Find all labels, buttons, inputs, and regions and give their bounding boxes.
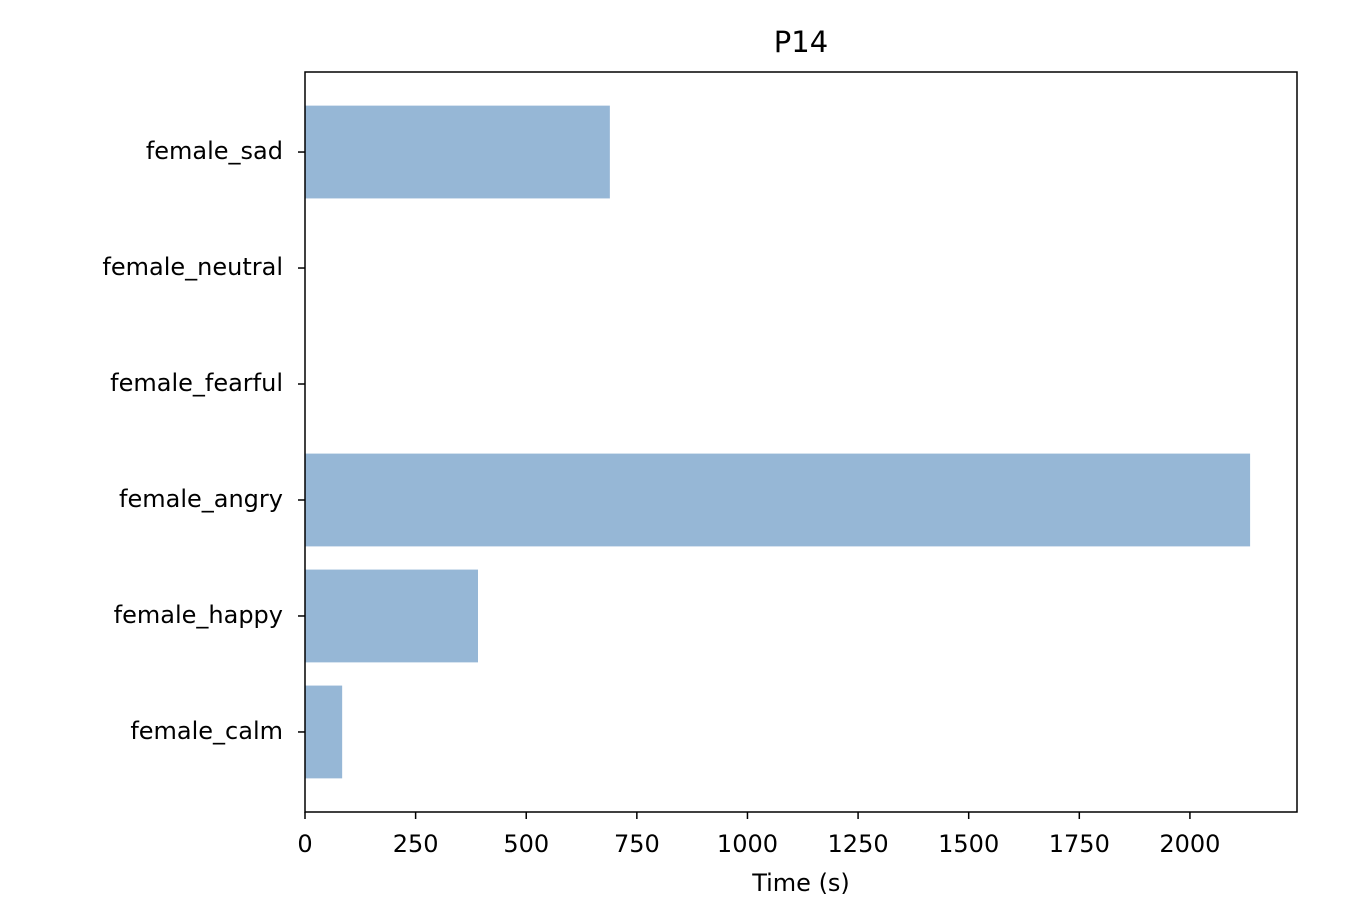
plot-frame [304, 71, 1298, 813]
x-tick-label: 1000 [717, 830, 778, 858]
y-tick-label: female_neutral [102, 253, 283, 281]
chart-title: P14 [774, 25, 828, 59]
bar [305, 105, 610, 199]
x-tick-label: 1250 [828, 830, 889, 858]
x-tick-label: 750 [614, 830, 660, 858]
y-tick-label: female_fearful [110, 369, 283, 397]
bar [305, 685, 343, 779]
x-tick-label: 250 [393, 830, 439, 858]
x-axis-label: Time (s) [751, 869, 850, 897]
y-tick-label: female_sad [146, 137, 283, 165]
x-tick-label: 2000 [1159, 830, 1220, 858]
y-tick-label: female_calm [130, 717, 283, 745]
bar [305, 453, 1251, 547]
y-tick-label: female_angry [119, 485, 283, 513]
y-tick-label: female_happy [114, 601, 283, 629]
x-tick-label: 500 [503, 830, 549, 858]
x-tick-label: 1500 [938, 830, 999, 858]
x-tick-label: 1750 [1049, 830, 1110, 858]
bar [305, 569, 479, 663]
x-tick-label: 0 [297, 830, 312, 858]
